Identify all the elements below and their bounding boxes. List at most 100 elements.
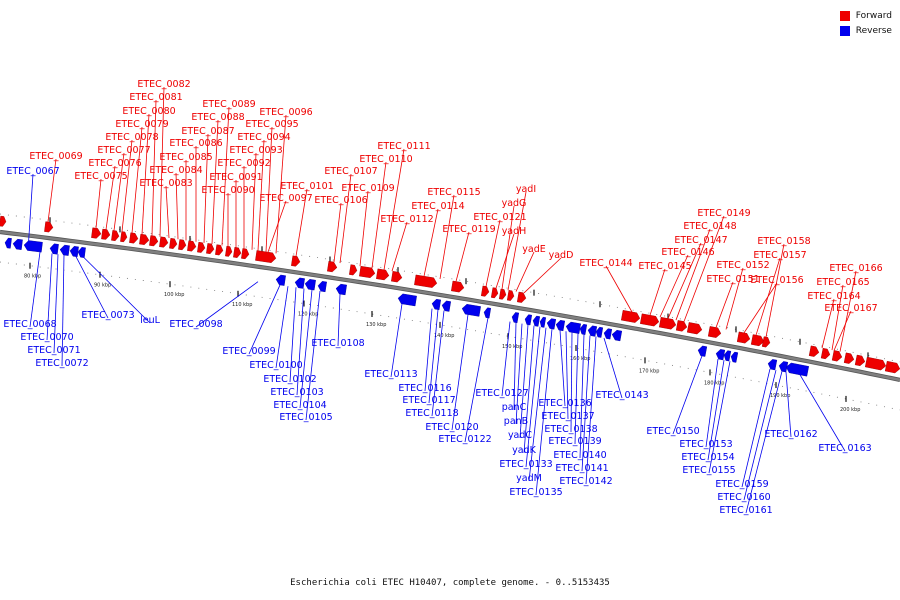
backbone [0,230,900,382]
gene-label-etec_0137-leader [565,331,569,420]
gene-label-etec_0093-leader [251,152,257,250]
gene-label-etec_0153: ETEC_0153 [679,439,732,450]
gene-label-etec_0164: ETEC_0164 [807,291,860,302]
gene-label-etec_0166: ETEC_0166 [829,263,882,274]
gene-label-etec_0151: ETEC_0151 [706,274,759,285]
gene-label-etec_0145-leader [649,268,666,316]
reverse-gene-arrow [565,321,581,334]
gene-label-etec_0122: ETEC_0122 [438,434,491,445]
reverse-gene-arrow [579,324,588,335]
gene-label-etec_0133: ETEC_0133 [499,459,552,470]
gene-label-etec_0140: ETEC_0140 [553,450,606,461]
gene-label-yadc-leader [519,324,529,439]
gene-label-yadk-leader [523,325,535,454]
reverse-gene-arrow [294,277,305,289]
gene-label-etec_0094: ETEC_0094 [237,132,290,143]
gene-label-etec_0070: ETEC_0070 [20,332,73,343]
gene-label-etec_0067: ETEC_0067 [6,166,59,177]
gene-label-etec_0145: ETEC_0145 [638,261,691,272]
forward-gene-arrow [831,350,843,362]
gene-label-etec_0115-leader [439,194,455,279]
gene-label-etec_0167: ETEC_0167 [824,303,877,314]
gene-label-etec_0119: ETEC_0119 [442,224,495,235]
scale-label: 190 kbp [770,393,790,399]
gene-label-etec_0165: ETEC_0165 [816,277,869,288]
gene-label-etec_0069: ETEC_0069 [29,151,82,162]
forward-gene-arrow [675,320,688,332]
forward-gene-arrow [44,221,54,233]
gene-label-etec_0113: ETEC_0113 [364,369,417,380]
gene-label-etec_0109: ETEC_0109 [341,183,394,194]
gene-label-etec_0141-leader [581,335,591,472]
gene-label-etec_0121-leader [485,219,501,287]
gene-label-etec_0110: ETEC_0110 [359,154,412,165]
gene-label-etec_0080-leader [141,113,150,235]
forward-gene-arrow [215,244,224,256]
gene-label-etec_0084: ETEC_0084 [149,165,202,176]
reverse-gene-arrow [275,274,286,286]
gene-label-etec_0088-leader [211,119,219,245]
gene-label-etec_0156-leader [743,282,778,334]
reverse-gene-arrow [611,329,623,342]
gene-label-etec_0167-leader [833,310,852,351]
gene-label-etec_0090: ETEC_0090 [201,185,254,196]
gene-label-etec_0111: ETEC_0111 [377,141,430,152]
reverse-gene-arrow [69,246,79,257]
gene-label-etec_0135-leader [535,328,553,496]
gene-label-etec_0098: ETEC_0098 [169,319,222,330]
gene-label-etec_0115: ETEC_0115 [427,187,480,198]
gene-label-etec_0086: ETEC_0086 [169,138,222,149]
gene-label-etec_0100: ETEC_0100 [249,360,302,371]
reverse-gene-arrow [697,345,708,357]
gene-label-etec_0108: ETEC_0108 [311,338,364,349]
gene-label-yadg: yadG [502,198,527,209]
forward-gene-arrow [808,345,820,357]
forward-gene-arrow [349,264,358,276]
scale-label: 200 kbp [840,407,860,413]
gene-label-etec_0113-leader [390,303,403,378]
forward-gene-arrow [640,313,660,327]
forward-gene-arrow [120,231,128,243]
forward-gene-arrow [516,291,527,303]
gene-label-etec_0135: ETEC_0135 [509,487,562,498]
gene-label-etec_0107-leader [339,173,352,264]
forward-gene-arrow [225,245,233,257]
gene-label-etec_0089-leader [221,106,230,246]
gene-label-yadh: yadH [502,226,527,237]
legend-label-reverse: Reverse [855,25,892,36]
gene-label-etec_0102: ETEC_0102 [263,374,316,385]
gene-label-yadm: yadM [516,473,542,484]
gene-label-etec_0106-leader [333,202,342,263]
gene-label-leul: leuL [140,315,161,326]
gene-label-etec_0083: ETEC_0083 [139,178,192,189]
gene-label-etec_0147-leader [667,242,702,319]
gene-label-panc-leader [513,322,517,411]
gene-label-etec_0150-leader [672,355,703,435]
forward-gene-arrow [658,316,677,330]
gene-label-yadk: yadK [512,445,536,456]
gene-label-yadh-leader [495,233,515,289]
gene-label-etec_0155-leader [708,361,731,474]
gene-label-etec_0118-leader [431,310,445,417]
gene-label-etec_0162: ETEC_0162 [764,429,817,440]
forward-gene-arrow [506,290,515,301]
gene-label-etec_0096: ETEC_0096 [259,107,312,118]
forward-gene-arrow [451,280,465,293]
gene-label-etec_0164-leader [821,298,835,349]
gene-label-etec_0075: ETEC_0075 [74,171,127,182]
scale-label: 170 kbp [639,368,659,374]
genome-caption: Escherichia coli ETEC H10407, complete g… [290,578,610,588]
gene-label-yadd: yadD [549,250,574,261]
gene-label-etec_0149-leader [683,215,725,322]
forward-gene-arrow [255,250,277,263]
forward-gene-arrow [139,233,150,245]
gene-label-etec_0068-leader [29,251,41,328]
gene-label-etec_0104: ETEC_0104 [273,400,326,411]
gene-label-etec_0143: ETEC_0143 [595,390,648,401]
gene-label-etec_0146: ETEC_0146 [661,247,714,258]
forward-gene-arrow [206,243,215,255]
forward-gene-arrow [736,331,751,344]
gene-label-etec_0127-leader [501,321,511,397]
reverse-gene-arrow [555,319,566,332]
reverse-gene-arrow [715,349,726,361]
